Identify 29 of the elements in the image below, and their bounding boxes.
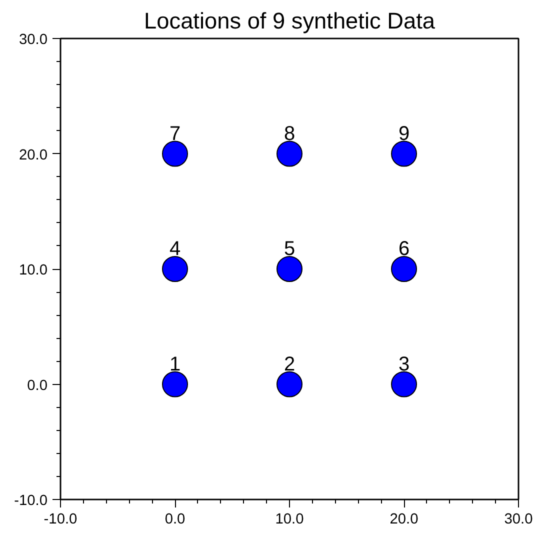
y-tick-label: 20.0 <box>18 147 48 164</box>
y-tick-label: 10.0 <box>18 262 48 278</box>
x-tick-label: 20.0 <box>390 512 418 528</box>
x-tick-label: -10.0 <box>44 512 78 528</box>
x-tick-label: 0.0 <box>164 512 186 528</box>
chart-title: Locations of 9 synthetic Data <box>144 8 436 34</box>
annotation: 8 <box>284 122 296 145</box>
point <box>276 371 302 398</box>
point <box>391 140 417 167</box>
annotation: 7 <box>169 122 181 145</box>
point <box>162 140 188 167</box>
point <box>276 140 302 167</box>
y-tick-label: 0.0 <box>27 378 48 394</box>
point <box>391 256 417 282</box>
point <box>391 371 417 398</box>
annotation: 2 <box>284 353 296 376</box>
annotation: 5 <box>284 238 296 260</box>
annotation: 9 <box>398 122 410 145</box>
point <box>162 256 188 282</box>
annotation: 4 <box>169 238 181 260</box>
annotation: 3 <box>398 353 410 376</box>
point <box>276 256 302 282</box>
point <box>162 371 188 398</box>
x-tick-label: 10.0 <box>275 512 304 528</box>
x-tick-label: 30.0 <box>504 512 533 528</box>
annotation: 6 <box>398 238 410 260</box>
y-tick-label: -10.0 <box>14 493 48 509</box>
y-tick-label: 30.0 <box>18 32 48 48</box>
annotation: 1 <box>169 353 181 376</box>
